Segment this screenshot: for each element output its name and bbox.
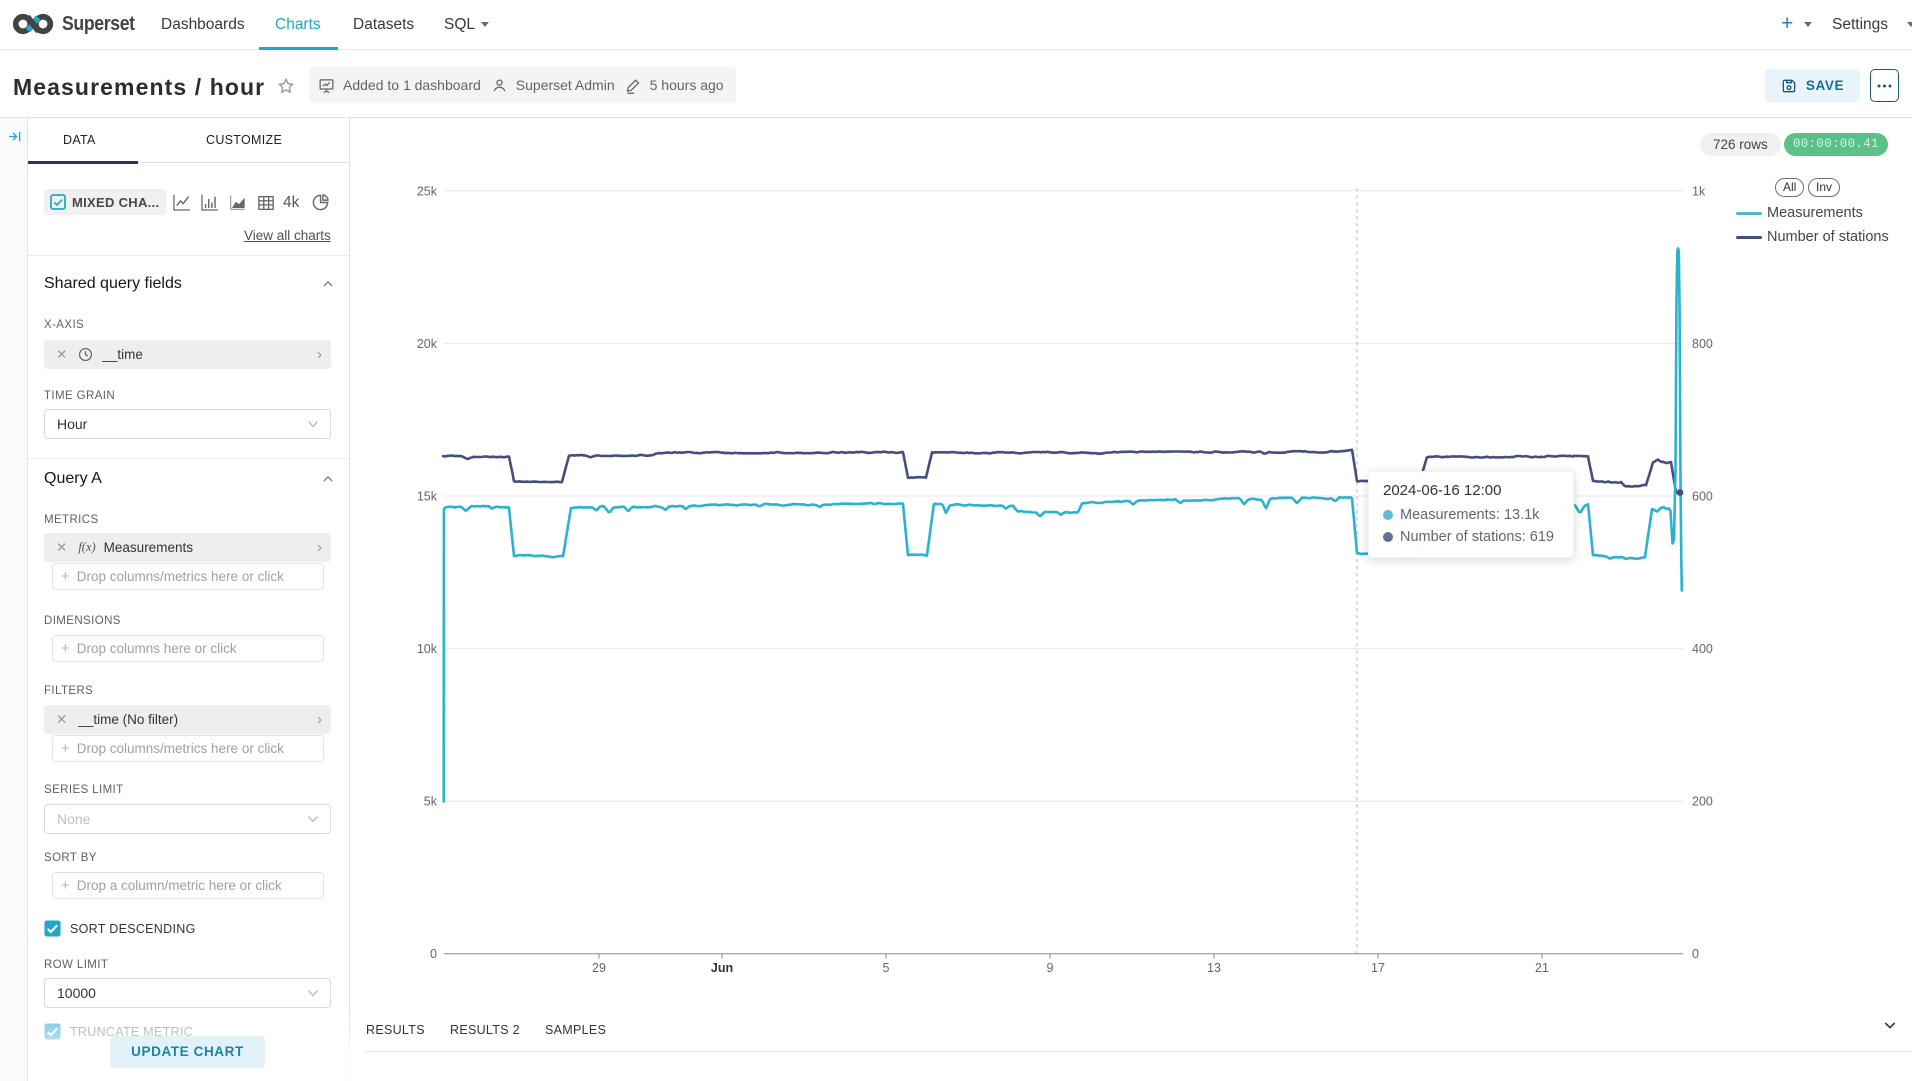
svg-text:9: 9	[1047, 961, 1054, 975]
svg-text:21: 21	[1535, 961, 1549, 975]
svg-text:800: 800	[1692, 337, 1713, 351]
svg-text:29: 29	[592, 961, 606, 975]
svg-text:600: 600	[1692, 490, 1713, 504]
svg-text:400: 400	[1692, 642, 1713, 656]
svg-text:200: 200	[1692, 795, 1713, 809]
svg-text:13: 13	[1207, 961, 1221, 975]
svg-text:20k: 20k	[417, 337, 438, 351]
svg-text:10k: 10k	[417, 642, 438, 656]
svg-text:5: 5	[883, 961, 890, 975]
svg-text:5k: 5k	[424, 795, 438, 809]
svg-text:1k: 1k	[1692, 184, 1706, 198]
svg-text:25k: 25k	[417, 184, 438, 198]
svg-text:17: 17	[1371, 961, 1385, 975]
svg-text:Jun: Jun	[711, 961, 733, 975]
svg-text:0: 0	[430, 947, 437, 961]
svg-text:0: 0	[1692, 947, 1699, 961]
svg-text:15k: 15k	[417, 490, 438, 504]
